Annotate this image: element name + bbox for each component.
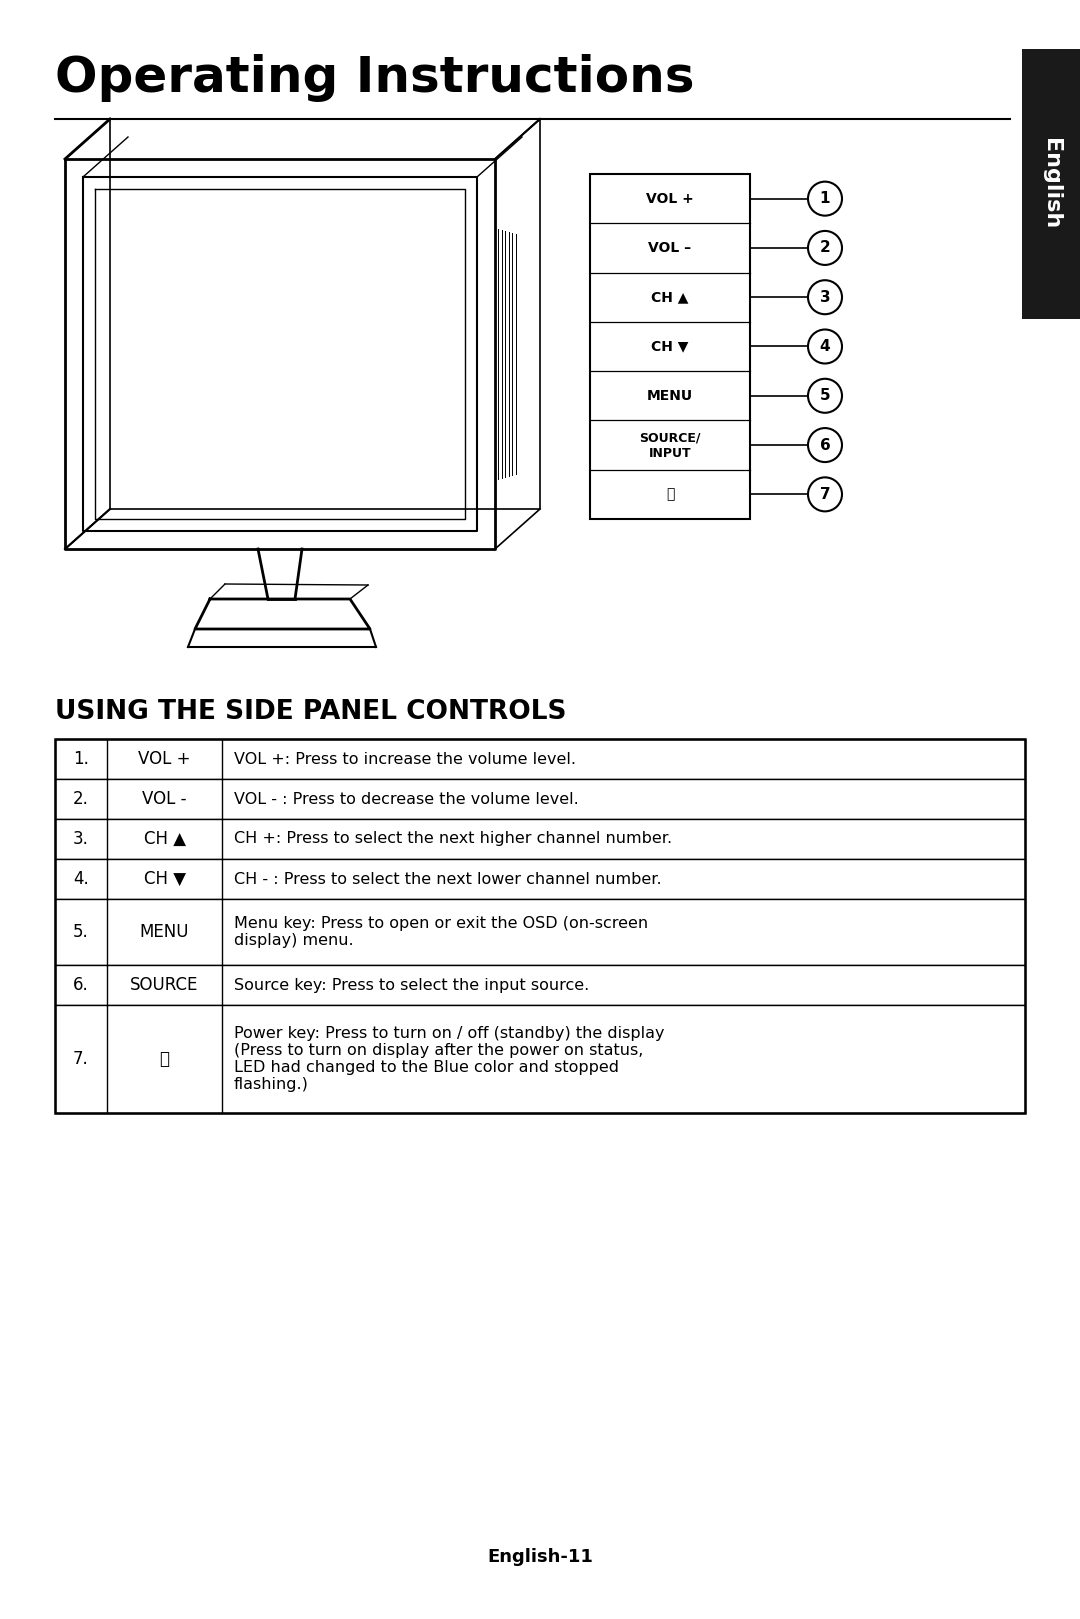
Text: 5: 5: [820, 389, 831, 403]
Text: 4.: 4.: [73, 869, 89, 887]
Text: (Press to turn on display after the power on status,: (Press to turn on display after the powe…: [234, 1043, 644, 1057]
Circle shape: [808, 280, 842, 314]
FancyBboxPatch shape: [55, 965, 1025, 1005]
Circle shape: [808, 478, 842, 512]
Text: CH ▲: CH ▲: [144, 831, 186, 848]
Circle shape: [808, 181, 842, 215]
FancyBboxPatch shape: [1022, 49, 1080, 319]
Text: CH ▼: CH ▼: [144, 869, 186, 887]
Text: VOL -: VOL -: [143, 790, 187, 808]
Text: Operating Instructions: Operating Instructions: [55, 53, 694, 102]
Circle shape: [808, 232, 842, 266]
Text: Power key: Press to turn on / off (standby) the display: Power key: Press to turn on / off (stand…: [234, 1026, 664, 1041]
Text: English: English: [1041, 138, 1061, 230]
Text: VOL +: VOL +: [138, 750, 191, 767]
Text: CH +: Press to select the next higher channel number.: CH +: Press to select the next higher ch…: [234, 832, 672, 847]
FancyBboxPatch shape: [590, 173, 750, 520]
Text: 6: 6: [820, 437, 831, 453]
Circle shape: [808, 330, 842, 364]
Text: CH - : Press to select the next lower channel number.: CH - : Press to select the next lower ch…: [234, 871, 662, 887]
Text: 6.: 6.: [73, 976, 89, 994]
FancyBboxPatch shape: [55, 1005, 1025, 1112]
Text: LED had changed to the Blue color and stopped: LED had changed to the Blue color and st…: [234, 1060, 619, 1075]
Text: English-11: English-11: [487, 1548, 593, 1566]
FancyBboxPatch shape: [55, 738, 1025, 779]
Text: 4: 4: [820, 338, 831, 355]
FancyBboxPatch shape: [55, 779, 1025, 819]
Text: 1.: 1.: [73, 750, 89, 767]
Circle shape: [808, 379, 842, 413]
Text: SOURCE: SOURCE: [131, 976, 199, 994]
Text: 5.: 5.: [73, 923, 89, 941]
Text: Source key: Press to select the input source.: Source key: Press to select the input so…: [234, 978, 590, 992]
Text: 2: 2: [820, 241, 831, 256]
Text: ⏻: ⏻: [665, 487, 674, 502]
Text: Menu key: Press to open or exit the OSD (on-screen: Menu key: Press to open or exit the OSD …: [234, 916, 648, 931]
Text: SOURCE/: SOURCE/: [639, 432, 701, 445]
Text: 7: 7: [820, 487, 831, 502]
Text: VOL - : Press to decrease the volume level.: VOL - : Press to decrease the volume lev…: [234, 792, 579, 806]
Text: 3: 3: [820, 290, 831, 304]
Text: MENU: MENU: [139, 923, 189, 941]
Text: VOL +: Press to increase the volume level.: VOL +: Press to increase the volume leve…: [234, 751, 576, 766]
Text: INPUT: INPUT: [649, 447, 691, 460]
Text: CH ▲: CH ▲: [651, 290, 689, 304]
FancyBboxPatch shape: [55, 819, 1025, 860]
Text: 3.: 3.: [73, 831, 89, 848]
Text: CH ▼: CH ▼: [651, 340, 689, 353]
Text: display) menu.: display) menu.: [234, 933, 353, 949]
Circle shape: [808, 427, 842, 461]
Text: 2.: 2.: [73, 790, 89, 808]
Text: MENU: MENU: [647, 389, 693, 403]
Text: USING THE SIDE PANEL CONTROLS: USING THE SIDE PANEL CONTROLS: [55, 699, 567, 725]
Text: VOL –: VOL –: [648, 241, 691, 254]
FancyBboxPatch shape: [55, 899, 1025, 965]
Text: 1: 1: [820, 191, 831, 206]
Text: VOL +: VOL +: [646, 191, 693, 206]
Text: ⏻: ⏻: [160, 1051, 170, 1069]
FancyBboxPatch shape: [55, 860, 1025, 899]
Text: 7.: 7.: [73, 1051, 89, 1069]
Text: flashing.): flashing.): [234, 1077, 309, 1091]
